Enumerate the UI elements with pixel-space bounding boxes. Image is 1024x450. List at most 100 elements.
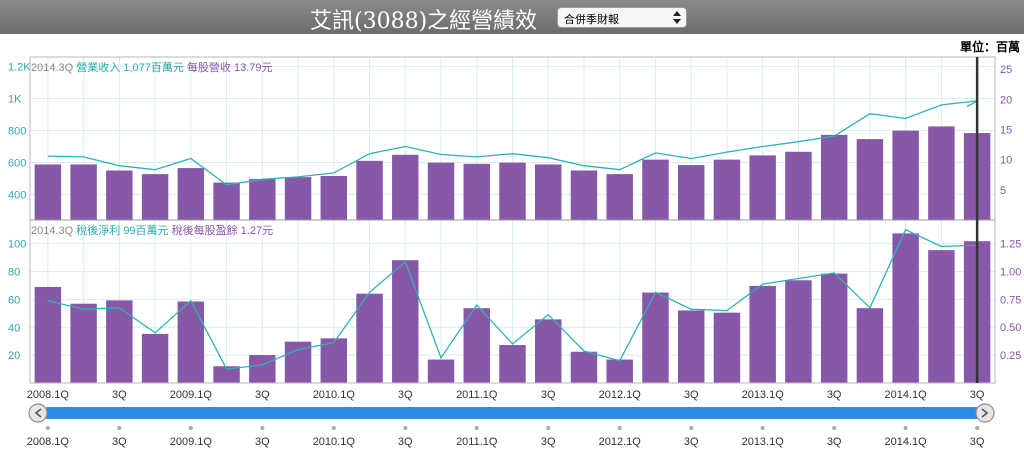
bar-稅後每股盈餘 xyxy=(463,308,490,383)
x-axis-label: 2014.1Q xyxy=(885,389,928,401)
scroll-right-button[interactable] xyxy=(975,403,995,423)
x-axis-label: 2013.1Q xyxy=(742,389,785,401)
x-axis-label: 3Q xyxy=(541,389,556,401)
legend-period: 2014.3Q xyxy=(31,225,74,237)
x-axis-label: 2011.1Q xyxy=(456,389,498,401)
bar-稅後每股盈餘 xyxy=(642,292,669,383)
bar-稅後每股盈餘 xyxy=(284,341,312,383)
left-axis-tick-label: 1K xyxy=(8,94,22,106)
navigator-dot xyxy=(474,426,479,430)
navigator-dot xyxy=(617,426,622,430)
right-axis-tick-label: 5 xyxy=(1000,185,1006,197)
legend-period: 2014.3Q xyxy=(31,62,74,74)
left-axis-tick-label: 80 xyxy=(8,267,20,279)
navigator-label: 3Q xyxy=(827,436,842,448)
bar-每股營收 xyxy=(463,163,490,220)
left-axis-tick-label: 600 xyxy=(8,157,26,169)
x-axis-label: 2012.1Q xyxy=(599,389,642,401)
right-axis-tick-label: 1.00 xyxy=(1000,266,1021,278)
bar-每股營收 xyxy=(284,177,312,220)
left-axis-tick-label: 800 xyxy=(8,126,26,138)
navigator-dot xyxy=(689,426,694,430)
bar-稅後每股盈餘 xyxy=(320,338,348,383)
bar-稅後每股盈餘 xyxy=(177,301,205,383)
navigator-label: 2012.1Q xyxy=(599,436,642,448)
navigator-dot xyxy=(832,426,837,430)
bar-稅後每股盈餘 xyxy=(820,273,848,383)
x-axis-label: 3Q xyxy=(398,389,413,401)
bar-每股營收 xyxy=(106,170,133,220)
bar-每股營收 xyxy=(606,174,633,220)
left-axis-tick-label: 20 xyxy=(8,350,20,362)
period-select-value: 合併季財報 xyxy=(564,13,619,26)
bar-稅後每股盈餘 xyxy=(356,293,383,383)
navigator-label: 2011.1Q xyxy=(456,436,498,448)
bar-稅後每股盈餘 xyxy=(141,333,169,383)
navigator-dot xyxy=(117,426,122,430)
right-axis-tick-label: 0.50 xyxy=(1000,322,1021,334)
right-axis-tick-label: 10 xyxy=(1000,155,1012,167)
right-axis-tick-label: 1.25 xyxy=(1000,238,1021,250)
x-axis-label: 2008.1Q xyxy=(27,389,70,401)
bar-每股營收 xyxy=(499,162,526,220)
period-select[interactable]: 合併季財報 xyxy=(557,7,687,28)
legend: 2014.3Q 稅後淨利 99百萬元 稅後每股盈餘 1.27元 xyxy=(31,223,273,237)
bar-稅後每股盈餘 xyxy=(856,308,884,383)
bar-稅後每股盈餘 xyxy=(106,300,133,383)
series-line-營業收入 xyxy=(47,100,978,186)
unit-label: 單位：百萬 xyxy=(959,40,1020,54)
scroll-right-circle xyxy=(975,403,995,423)
navigator-dot xyxy=(188,426,193,430)
bar-每股營收 xyxy=(141,174,169,220)
x-axis-label: 3Q xyxy=(827,389,842,401)
bar-稅後每股盈餘 xyxy=(892,233,919,383)
scroll-left-button[interactable] xyxy=(28,403,48,423)
navigator-dot xyxy=(903,426,908,430)
bar-每股營收 xyxy=(820,134,848,220)
bar-每股營收 xyxy=(249,178,276,220)
navigator-label: 3Q xyxy=(398,436,413,448)
bar-每股營收 xyxy=(356,160,383,220)
legend-line-series: 營業收入 1,077百萬元 xyxy=(73,60,184,74)
bar-每股營收 xyxy=(427,162,455,220)
bar-每股營收 xyxy=(749,155,776,220)
navigator-label: 3Q xyxy=(970,436,985,448)
bar-每股營收 xyxy=(785,151,812,220)
navigator-dot xyxy=(975,426,980,430)
navigator-label: 2008.1Q xyxy=(27,436,70,448)
bar-稅後每股盈餘 xyxy=(213,366,240,383)
x-axis-label: 3Q xyxy=(255,389,270,401)
bar-稅後每股盈餘 xyxy=(606,359,633,383)
page-title: 艾訊(3088)之經營績效 xyxy=(310,9,538,34)
navigator-label: 2013.1Q xyxy=(742,436,785,448)
navigator-label: 3Q xyxy=(112,436,127,448)
bar-每股營收 xyxy=(70,164,97,220)
navigator-label: 2010.1Q xyxy=(313,436,356,448)
bar-稅後每股盈餘 xyxy=(677,310,705,383)
x-axis-label: 2009.1Q xyxy=(170,389,213,401)
bar-稅後每股盈餘 xyxy=(749,285,776,383)
bar-稅後每股盈餘 xyxy=(427,359,455,383)
series-line-稅後淨利 xyxy=(47,228,978,370)
bar-每股營收 xyxy=(713,159,741,220)
left-axis-tick-label: 400 xyxy=(8,189,26,201)
right-axis-tick-label: 20 xyxy=(1000,94,1012,106)
bar-每股營收 xyxy=(213,182,240,220)
bar-稅後每股盈餘 xyxy=(70,303,97,383)
bar-每股營收 xyxy=(34,164,62,220)
right-axis-tick-label: 0.25 xyxy=(1000,350,1021,362)
chevron-right-icon xyxy=(981,408,989,418)
bar-每股營收 xyxy=(928,126,955,220)
right-axis-tick-label: 25 xyxy=(1000,64,1012,76)
bar-稅後每股盈餘 xyxy=(785,280,812,383)
x-axis-label: 3Q xyxy=(970,389,985,401)
navigator-label: 2014.1Q xyxy=(885,436,928,448)
navigator-label: 3Q xyxy=(684,436,699,448)
navigator-dot xyxy=(331,426,336,430)
x-axis-label: 3Q xyxy=(112,389,127,401)
range-scrollbar[interactable] xyxy=(28,403,995,423)
legend-bar-series: 每股營收 13.79元 xyxy=(184,60,273,74)
left-axis-tick-label: 100 xyxy=(8,239,26,251)
bar-稅後每股盈餘 xyxy=(713,312,741,383)
